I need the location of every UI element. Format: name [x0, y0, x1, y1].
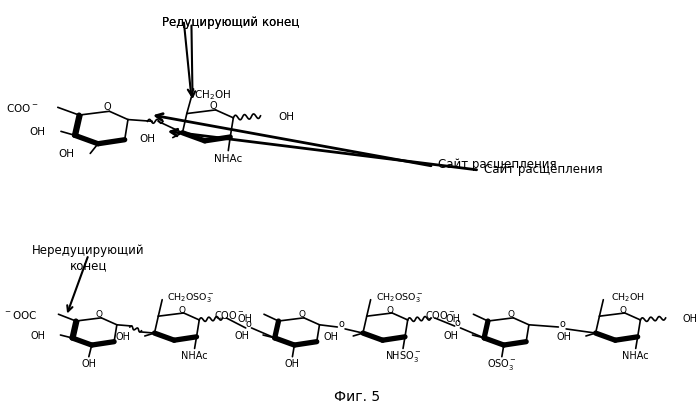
Text: O: O: [619, 305, 626, 314]
Text: O: O: [103, 102, 111, 112]
Text: OH: OH: [444, 330, 459, 340]
Text: OH: OH: [31, 330, 46, 340]
Text: Сайт расщепления: Сайт расщепления: [484, 162, 603, 175]
Text: NHAc: NHAc: [214, 154, 243, 164]
Text: CH$_2$OH: CH$_2$OH: [194, 88, 231, 102]
Text: CH$_2$OSO$_3^-$: CH$_2$OSO$_3^-$: [168, 290, 215, 304]
Text: O: O: [387, 305, 394, 314]
Text: o: o: [338, 318, 344, 328]
Text: OH: OH: [29, 127, 45, 137]
Text: COO$^-$: COO$^-$: [6, 102, 38, 114]
Text: COO$^-$: COO$^-$: [426, 309, 456, 320]
Text: NHAc: NHAc: [181, 350, 208, 361]
Text: o: o: [245, 318, 252, 328]
Text: O: O: [96, 310, 103, 319]
Text: OSO$_3^-$: OSO$_3^-$: [487, 356, 517, 371]
Text: OH: OH: [59, 149, 75, 159]
Text: OH: OH: [556, 331, 571, 341]
Text: OH: OH: [234, 330, 250, 340]
Text: OH: OH: [237, 313, 252, 323]
Text: CH$_2$OH: CH$_2$OH: [611, 291, 644, 303]
Text: Нередуцирующий
конец: Нередуцирующий конец: [32, 243, 145, 271]
Text: NHSO$_3^-$: NHSO$_3^-$: [384, 348, 421, 363]
Text: CH$_2$OSO$_3^-$: CH$_2$OSO$_3^-$: [376, 290, 424, 304]
Text: Фиг. 5: Фиг. 5: [334, 389, 380, 403]
Text: OH: OH: [81, 358, 96, 368]
Text: OH: OH: [324, 331, 339, 341]
Text: OH: OH: [139, 133, 155, 143]
Text: o: o: [559, 318, 565, 328]
Text: Редуцирующий конец: Редуцирующий конец: [162, 16, 300, 29]
Text: $^-$OOC: $^-$OOC: [3, 309, 37, 320]
Text: OH: OH: [285, 358, 300, 368]
Text: OH: OH: [445, 313, 461, 323]
Text: O: O: [298, 310, 305, 319]
Text: NHAc: NHAc: [622, 350, 649, 361]
Text: O: O: [178, 305, 185, 314]
Text: o: o: [454, 317, 461, 328]
Text: COO$^-$: COO$^-$: [214, 309, 245, 320]
Text: OH: OH: [278, 112, 294, 121]
Text: OH: OH: [682, 313, 697, 323]
Text: O: O: [210, 101, 217, 111]
Text: O: O: [508, 310, 515, 319]
Text: Редуцирующий конец: Редуцирующий конец: [162, 16, 300, 29]
Text: OH: OH: [115, 331, 130, 341]
Text: Сайт расщепления: Сайт расщепления: [438, 157, 556, 171]
